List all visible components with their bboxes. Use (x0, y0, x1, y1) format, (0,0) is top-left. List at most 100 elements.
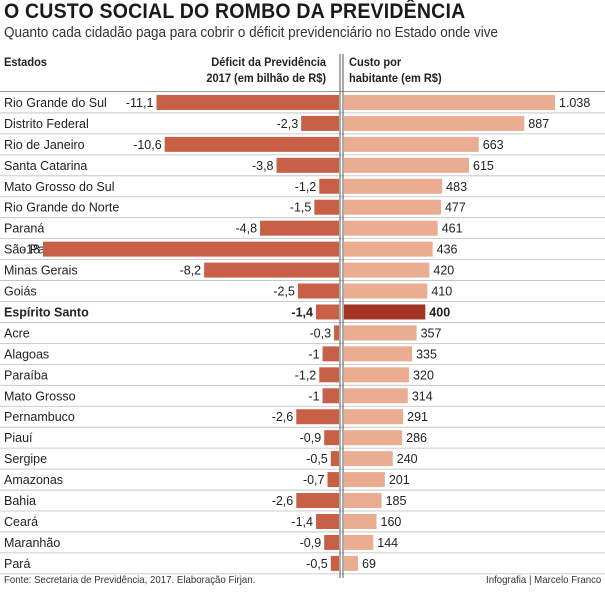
cost-bar (344, 325, 417, 341)
cost-bar (344, 115, 525, 131)
deficit-value-label: -0,9 (300, 536, 322, 550)
deficit-value-label: -0,9 (300, 431, 322, 445)
deficit-bar (164, 136, 339, 152)
deficit-bar (43, 241, 339, 257)
cost-value-label: 461 (442, 222, 463, 236)
state-label: Sergipe (4, 452, 47, 466)
state-label: Espírito Santo (4, 305, 89, 319)
chart-subtitle: Quanto cada cidadão paga para cobrir o d… (4, 25, 499, 41)
state-label: Rio Grande do Sul (4, 96, 107, 110)
column-header-cost-line1: Custo por (349, 55, 402, 69)
state-label: Maranhão (4, 536, 60, 550)
cost-bar (344, 555, 359, 571)
state-label: Acre (4, 326, 30, 340)
cost-bar (344, 534, 374, 550)
deficit-value-label: -1 (308, 347, 319, 361)
deficit-bar (319, 178, 339, 194)
cost-value-label: 286 (406, 431, 427, 445)
cost-value-label: 410 (431, 285, 452, 299)
deficit-value-label: -2,6 (272, 410, 294, 424)
deficit-bar (334, 325, 339, 341)
state-label: Distrito Federal (4, 117, 89, 131)
cost-value-label: 144 (377, 536, 398, 550)
deficit-value-label: -1,4 (291, 305, 313, 319)
state-label: Pará (4, 557, 30, 571)
deficit-bar (324, 534, 339, 550)
deficit-bar (330, 555, 339, 571)
deficit-bar (204, 262, 339, 278)
cost-value-label: 357 (421, 326, 442, 340)
deficit-value-label: -18 (22, 243, 40, 257)
cost-value-label: 400 (429, 305, 450, 319)
deficit-value-label: -2,6 (272, 494, 294, 508)
state-label: Paraná (4, 222, 44, 236)
deficit-value-label: -0,3 (310, 326, 332, 340)
cost-bar (344, 304, 426, 320)
cost-bar (344, 430, 403, 446)
deficit-value-label: -0,5 (306, 452, 328, 466)
cost-value-label: 335 (416, 347, 437, 361)
deficit-bar (314, 199, 339, 215)
deficit-value-label: -10,6 (133, 138, 162, 152)
deficit-value-label: -1,4 (291, 515, 313, 529)
state-label: Santa Catarina (4, 159, 87, 173)
deficit-bar (156, 94, 339, 110)
cost-value-label: 314 (412, 389, 433, 403)
column-header-deficit: Déficit da Previdência 2017 (em bilhão d… (206, 54, 326, 86)
cost-value-label: 436 (437, 243, 458, 257)
deficit-bar (301, 115, 339, 131)
state-label: Bahia (4, 494, 36, 508)
deficit-value-label: -2,5 (273, 285, 295, 299)
state-label: Pernambuco (4, 410, 75, 424)
deficit-bar (322, 388, 339, 404)
cost-value-label: 240 (397, 452, 418, 466)
cost-bar (344, 409, 404, 425)
deficit-value-label: -8,2 (180, 264, 202, 278)
deficit-bar (315, 304, 339, 320)
cost-bar (344, 346, 413, 362)
cost-bar (344, 157, 470, 173)
deficit-value-label: -3,8 (252, 159, 274, 173)
state-label: Alagoas (4, 347, 49, 361)
deficit-bar (330, 451, 339, 467)
cost-bar (344, 136, 479, 152)
state-label: Mato Grosso (4, 389, 76, 403)
deficit-bar (322, 346, 339, 362)
cost-bar (344, 367, 410, 383)
cost-value-label: 615 (473, 159, 494, 173)
credit-note: Infografia | Marcelo Franco (485, 574, 601, 586)
deficit-value-label: -1,2 (295, 368, 317, 382)
cost-bar (344, 513, 377, 529)
cost-value-label: 420 (433, 264, 454, 278)
deficit-bar (296, 493, 339, 509)
deficit-bar (260, 220, 339, 236)
state-label: Rio Grande do Norte (4, 201, 119, 215)
cost-value-label: 663 (483, 138, 504, 152)
column-header-deficit-line1: Déficit da Previdência (211, 55, 326, 69)
state-label: Mato Grosso do Sul (4, 180, 114, 194)
deficit-value-label: -1 (308, 389, 319, 403)
deficit-value-label: -0,5 (306, 557, 328, 571)
cost-bar (344, 493, 382, 509)
cost-bar (344, 388, 408, 404)
cost-bar (344, 199, 441, 215)
deficit-value-label: -2,3 (277, 117, 299, 131)
cost-bar (344, 472, 385, 488)
cost-value-label: 1.038 (559, 96, 590, 110)
cost-value-label: 69 (362, 557, 376, 571)
cost-bar (344, 220, 438, 236)
cost-value-label: 320 (413, 368, 434, 382)
state-label: Amazonas (4, 473, 63, 487)
deficit-bar (297, 283, 339, 299)
column-header-cost-line2: habitante (em R$) (349, 71, 442, 85)
state-label: Rio de Janeiro (4, 138, 85, 152)
column-header-states: Estados (4, 55, 47, 69)
cost-bar (344, 241, 433, 257)
cost-value-label: 185 (386, 494, 407, 508)
deficit-value-label: -4,8 (236, 222, 258, 236)
header-divider (0, 91, 605, 92)
cost-bar (344, 94, 555, 110)
state-label: Minas Gerais (4, 264, 78, 278)
cost-value-label: 291 (407, 410, 428, 424)
